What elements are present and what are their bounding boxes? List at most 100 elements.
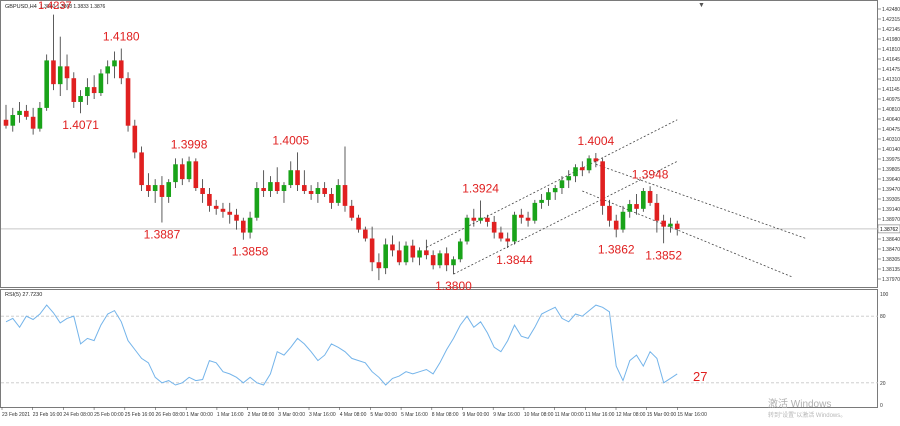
candle-body	[607, 205, 612, 221]
candle	[546, 188, 551, 206]
candle	[193, 158, 199, 192]
candle-body	[220, 208, 226, 212]
current-price-badge	[877, 224, 900, 234]
candle-body	[173, 164, 178, 183]
candle-body	[57, 66, 63, 85]
candle-body	[410, 245, 416, 258]
candle-body	[254, 188, 260, 218]
candle	[146, 173, 151, 197]
candle-body	[464, 217, 470, 242]
price-tick-label: 1.39470	[882, 187, 900, 193]
candle-body	[44, 60, 49, 108]
watermark-line1: 激活 Windows	[768, 397, 831, 410]
price-tick-label: 1.40975	[882, 97, 900, 103]
candle	[363, 226, 368, 242]
candle	[200, 179, 205, 203]
price-tick-label: 1.38135	[882, 267, 900, 273]
candle	[112, 51, 117, 79]
candle-body	[17, 110, 22, 116]
price-tick-label: 1.40140	[882, 147, 900, 153]
candle-body	[390, 244, 395, 251]
candle	[186, 156, 192, 183]
candle-body	[64, 66, 70, 79]
candle-body	[30, 116, 36, 129]
candle-body	[600, 161, 605, 206]
candle-body	[132, 125, 138, 153]
candle-body	[274, 182, 280, 192]
candle	[152, 179, 158, 203]
candle	[295, 152, 300, 192]
candle-body	[10, 115, 16, 126]
price-tick-label: 1.40640	[882, 117, 900, 123]
candle	[30, 107, 36, 135]
price-tick-label: 1.38305	[882, 257, 900, 263]
candle	[234, 208, 239, 230]
candle	[288, 161, 294, 189]
candle	[654, 193, 660, 233]
candle	[586, 155, 592, 174]
price-tick-label: 1.41810	[882, 47, 900, 53]
candle	[247, 211, 253, 239]
candle	[71, 72, 77, 108]
chart-shift-arrow-icon[interactable]: ▼	[698, 2, 705, 9]
candle	[51, 14, 56, 91]
candle-body	[485, 217, 490, 222]
time-tick-label: 23 Feb 16:00	[33, 412, 63, 418]
candle	[457, 238, 463, 263]
candle-body	[444, 253, 449, 266]
candle	[37, 101, 43, 132]
candle	[674, 220, 680, 236]
candle-body	[566, 176, 572, 181]
candle	[3, 104, 9, 129]
price-annotation-label: 1.3858	[232, 245, 269, 259]
candle-body	[356, 217, 361, 230]
price-tick-label: 1.38640	[882, 237, 900, 243]
candle-body	[118, 60, 124, 79]
candle	[335, 179, 341, 206]
candle	[661, 214, 666, 244]
price-tick-label: 1.39140	[882, 207, 900, 213]
candle-body	[261, 188, 266, 192]
price-tick-label: 1.41475	[882, 67, 900, 73]
candle	[64, 54, 70, 91]
watermark-line2: 转到"设置"以激活 Windows。	[768, 411, 846, 419]
candle	[525, 211, 531, 227]
price-tick-label: 1.40810	[882, 107, 900, 113]
time-tick-label: 3 Mar 16:00	[309, 412, 336, 418]
candle	[647, 186, 653, 206]
candle	[308, 185, 314, 200]
candle-body	[37, 107, 43, 129]
candle-body	[491, 221, 497, 233]
candle	[329, 188, 334, 209]
candle-body	[512, 214, 517, 242]
time-tick-label: 4 Mar 08:00	[340, 412, 367, 418]
time-tick-label: 25 Feb 16:00	[125, 412, 155, 418]
candle-body	[234, 214, 239, 221]
time-tick-label: 24 Feb 08:00	[63, 412, 93, 418]
candle-body	[125, 78, 131, 126]
candle	[383, 238, 388, 275]
price-tick-label: 1.41145	[882, 87, 900, 93]
candle	[24, 104, 29, 120]
candle	[559, 176, 565, 194]
candle-body	[383, 244, 388, 269]
candle	[471, 208, 477, 227]
price-tick-label: 1.39305	[882, 197, 900, 203]
candle-body	[213, 205, 219, 209]
candle	[668, 217, 673, 233]
candle	[315, 182, 321, 203]
candle	[424, 239, 429, 260]
candle	[85, 78, 90, 105]
time-tick-label: 8 Mar 08:00	[432, 412, 459, 418]
candle	[512, 211, 517, 245]
rsi-panel-frame	[0, 289, 878, 408]
candle-body	[112, 60, 117, 67]
candle	[573, 164, 578, 183]
candle-body	[322, 188, 327, 194]
time-tick-label: 12 Mar 08:00	[616, 412, 646, 418]
candle	[593, 153, 599, 168]
candle	[91, 75, 97, 99]
candle	[437, 250, 443, 269]
